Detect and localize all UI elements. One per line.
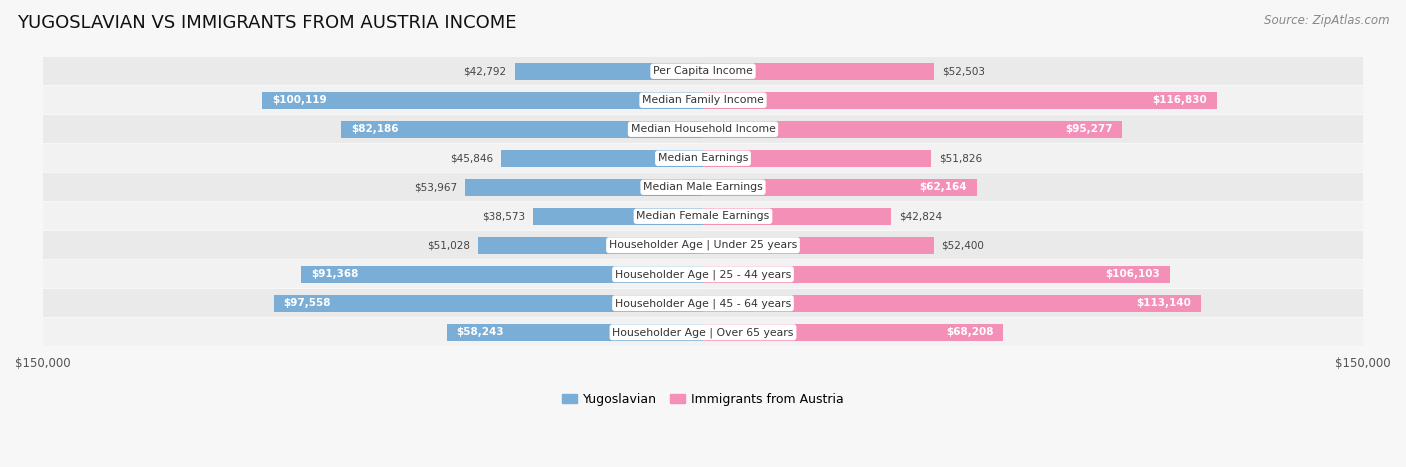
Text: Householder Age | 25 - 44 years: Householder Age | 25 - 44 years [614, 269, 792, 280]
Text: $38,573: $38,573 [482, 211, 526, 221]
Text: $91,368: $91,368 [311, 269, 359, 279]
Bar [515, 63, 703, 80]
Text: $51,028: $51,028 [427, 240, 471, 250]
Bar [703, 63, 934, 80]
Bar [42, 202, 1364, 230]
Text: $113,140: $113,140 [1136, 298, 1191, 308]
Bar [703, 237, 934, 254]
Bar [703, 179, 977, 196]
Text: Householder Age | Over 65 years: Householder Age | Over 65 years [612, 327, 794, 338]
Bar [342, 121, 703, 138]
Text: Median Female Earnings: Median Female Earnings [637, 211, 769, 221]
Text: $68,208: $68,208 [946, 327, 993, 337]
Text: $106,103: $106,103 [1105, 269, 1160, 279]
Legend: Yugoslavian, Immigrants from Austria: Yugoslavian, Immigrants from Austria [557, 388, 849, 410]
Text: $82,186: $82,186 [352, 124, 399, 134]
Bar [501, 150, 703, 167]
Bar [533, 208, 703, 225]
Bar [703, 150, 931, 167]
Text: $116,830: $116,830 [1153, 95, 1208, 105]
Bar [42, 260, 1364, 289]
Bar [703, 295, 1201, 311]
Text: Householder Age | 45 - 64 years: Householder Age | 45 - 64 years [614, 298, 792, 309]
Bar [42, 57, 1364, 85]
Bar [703, 266, 1170, 283]
Text: $51,826: $51,826 [939, 153, 983, 163]
Text: $52,503: $52,503 [942, 66, 986, 76]
Bar [42, 86, 1364, 114]
Bar [42, 289, 1364, 318]
Text: $58,243: $58,243 [457, 327, 505, 337]
Bar [42, 144, 1364, 172]
Text: $100,119: $100,119 [273, 95, 326, 105]
Text: $42,792: $42,792 [464, 66, 506, 76]
Text: $95,277: $95,277 [1064, 124, 1112, 134]
Bar [301, 266, 703, 283]
Bar [478, 237, 703, 254]
Bar [263, 92, 703, 109]
Bar [274, 295, 703, 311]
Text: $45,846: $45,846 [450, 153, 494, 163]
Bar [465, 179, 703, 196]
Bar [42, 231, 1364, 260]
Bar [703, 208, 891, 225]
Text: Median Earnings: Median Earnings [658, 153, 748, 163]
Text: $62,164: $62,164 [920, 182, 967, 192]
Bar [42, 115, 1364, 143]
Text: Median Male Earnings: Median Male Earnings [643, 182, 763, 192]
Text: Householder Age | Under 25 years: Householder Age | Under 25 years [609, 240, 797, 250]
Text: $42,824: $42,824 [900, 211, 942, 221]
Text: Source: ZipAtlas.com: Source: ZipAtlas.com [1264, 14, 1389, 27]
Text: Per Capita Income: Per Capita Income [652, 66, 754, 76]
Text: Median Household Income: Median Household Income [630, 124, 776, 134]
Text: $97,558: $97,558 [284, 298, 330, 308]
Bar [703, 324, 1004, 341]
Text: $53,967: $53,967 [415, 182, 457, 192]
Bar [703, 92, 1218, 109]
Text: Median Family Income: Median Family Income [643, 95, 763, 105]
Bar [703, 121, 1122, 138]
Text: $52,400: $52,400 [942, 240, 984, 250]
Bar [42, 318, 1364, 347]
Text: YUGOSLAVIAN VS IMMIGRANTS FROM AUSTRIA INCOME: YUGOSLAVIAN VS IMMIGRANTS FROM AUSTRIA I… [17, 14, 516, 32]
Bar [42, 173, 1364, 201]
Bar [447, 324, 703, 341]
